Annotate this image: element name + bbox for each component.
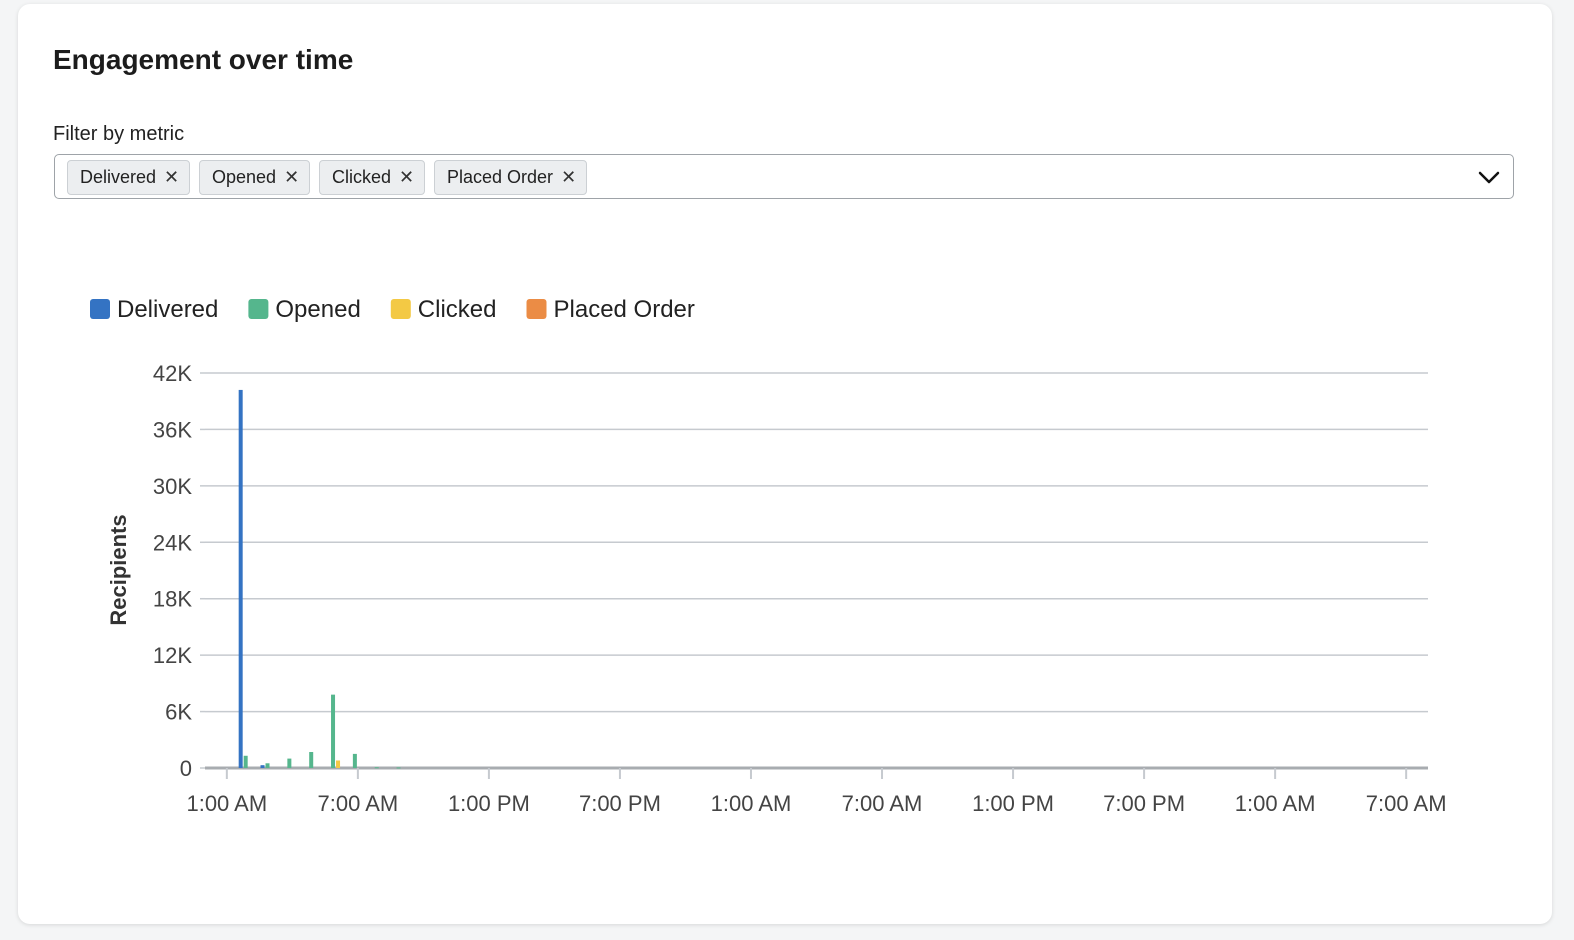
bar-opened: [309, 752, 314, 768]
chip-placed-order: Placed Order ✕: [434, 160, 588, 195]
chip-clicked: Clicked ✕: [319, 160, 426, 195]
legend-label: Placed Order: [554, 296, 695, 323]
y-tick-label: 42K: [153, 361, 192, 386]
bar-opened: [374, 767, 379, 769]
x-tick-label: 7:00 AM: [842, 791, 923, 816]
x-tick-label: 7:00 PM: [1103, 791, 1185, 816]
chip-opened: Opened ✕: [199, 160, 311, 195]
chip-label: Delivered: [80, 167, 157, 187]
x-tick-label: 7:00 AM: [1366, 791, 1447, 816]
chip-delivered: Delivered ✕: [67, 160, 191, 195]
y-tick-label: 18K: [153, 587, 192, 612]
bar-opened: [243, 755, 248, 768]
y-tick-label: 12K: [153, 643, 192, 668]
bar-opened: [396, 767, 401, 769]
gridlines: [205, 372, 1428, 770]
chip-label: Placed Order: [447, 167, 554, 187]
legend: Delivered Opened Clicked Placed Order: [90, 296, 695, 323]
metric-filter-select[interactable]: Delivered ✕ Opened ✕ Clicked ✕ Placed Order…: [54, 154, 1514, 199]
bar-opened: [352, 753, 357, 768]
legend-label: Clicked: [418, 296, 497, 323]
y-tick-label: 30K: [153, 474, 192, 499]
y-axis-label: Recipients: [106, 514, 131, 625]
x-tick-label: 7:00 PM: [579, 791, 661, 816]
x-tick-label: 1:00 AM: [186, 791, 267, 816]
close-icon[interactable]: ✕: [284, 167, 300, 187]
legend-swatch-clicked: [390, 299, 411, 319]
y-tick-label: 24K: [153, 530, 192, 555]
bar-clicked: [336, 760, 341, 768]
x-tick-label: 1:00 AM: [1235, 791, 1316, 816]
engagement-card: Engagement over time Filter by metric De…: [18, 4, 1552, 924]
close-icon[interactable]: ✕: [164, 167, 180, 187]
close-icon[interactable]: ✕: [561, 167, 577, 187]
close-icon[interactable]: ✕: [399, 167, 415, 187]
x-tick-label: 1:00 PM: [448, 791, 530, 816]
legend-swatch-placed-order: [526, 299, 547, 319]
card-title: Engagement over time: [53, 44, 354, 75]
y-tick-label: 0: [180, 756, 192, 781]
y-tick-label: 6K: [165, 700, 192, 725]
bar-opened: [287, 758, 292, 768]
legend-label: Delivered: [117, 296, 218, 323]
filter-label: Filter by metric: [53, 123, 185, 145]
bar-delivered: [238, 389, 243, 768]
bar-opened: [331, 694, 336, 768]
chip-label: Clicked: [332, 167, 392, 187]
bar-opened: [265, 763, 270, 768]
x-tick-label: 7:00 AM: [318, 791, 399, 816]
y-axis: 0 6K 12K 18K 24K 30K 36K 42K: [153, 361, 205, 781]
chip-label: Opened: [212, 167, 277, 187]
legend-swatch-opened: [248, 299, 269, 319]
chevron-down-icon[interactable]: [1475, 163, 1503, 191]
y-tick-label: 36K: [153, 417, 192, 442]
x-tick-label: 1:00 PM: [972, 791, 1054, 816]
legend-label: Opened: [275, 296, 360, 323]
legend-swatch-delivered: [90, 299, 110, 319]
bar-delivered: [260, 765, 265, 768]
x-tick-label: 1:00 AM: [711, 791, 792, 816]
bars: [238, 389, 401, 769]
x-axis: 1:00 AM 7:00 AM 1:00 PM 7:00 PM 1:00 AM 7:00 …: [186, 768, 1447, 816]
